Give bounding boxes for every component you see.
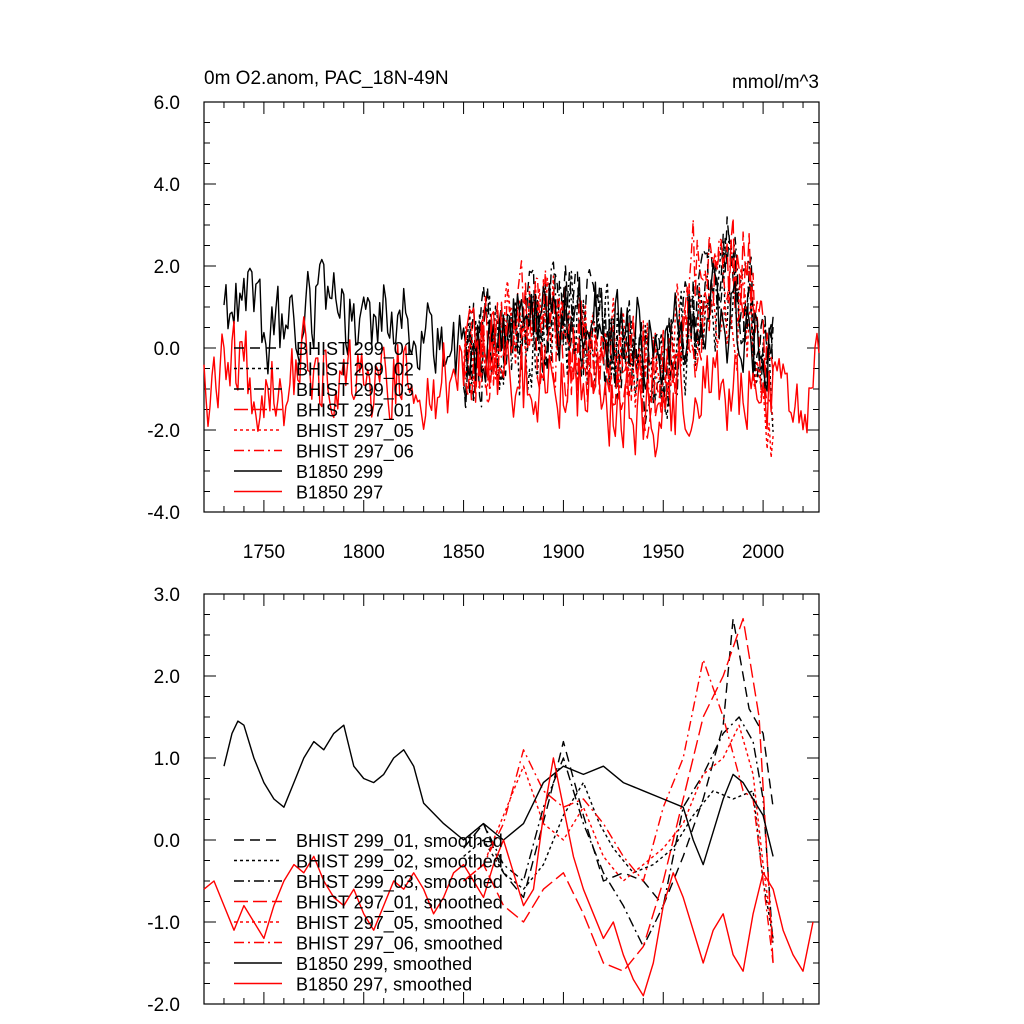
y-tick-label: -2.0 (147, 995, 180, 1016)
series-line (463, 658, 774, 964)
series-line (223, 720, 774, 866)
y-tick-label: 6.0 (154, 93, 180, 114)
x-tick-label: 1950 (642, 542, 684, 563)
series-line (463, 617, 774, 972)
bottom-ticks (204, 593, 819, 1005)
legend-label: B1850 299, smoothed (296, 954, 472, 974)
top-y-tick-labels: 6.0 4.0 2.0 0.0 -2.0 -4.0 (147, 93, 180, 524)
series-line (462, 267, 774, 459)
x-tick-label: 1850 (442, 542, 484, 563)
series-line (223, 258, 774, 392)
x-tick-label: 1750 (243, 542, 285, 563)
legend-label: B1850 297, smoothed (296, 975, 472, 995)
legend-label: BHIST 299_03, smoothed (296, 872, 503, 893)
series-line (203, 307, 820, 458)
y-tick-label: 2.0 (154, 257, 180, 278)
top-units: mmol/m^3 (732, 72, 819, 93)
x-tick-label: 1800 (343, 542, 385, 563)
top-panel: 0m O2.anom, PAC_18N-49N mmol/m^3 6.0 4.0 2… (147, 68, 820, 563)
bottom-y-tick-labels: 3.0 2.0 1.0 0.0 -1.0 -2.0 (147, 585, 180, 1016)
y-tick-label: 4.0 (154, 175, 180, 196)
legend-label: BHIST 297_06, smoothed (296, 934, 503, 955)
series-line (463, 716, 774, 948)
legend-label: BHIST 297_01 (296, 401, 414, 422)
legend-label: B1850 297 (296, 483, 383, 503)
bottom-series (203, 617, 814, 997)
series-line (463, 724, 774, 939)
series-line (462, 216, 774, 414)
legend-label: BHIST 299_02, smoothed (296, 852, 503, 873)
y-tick-label: -1.0 (147, 913, 180, 934)
legend-label: BHIST 297_01, smoothed (296, 893, 503, 914)
top-title: 0m O2.anom, PAC_18N-49N (204, 68, 449, 89)
y-tick-label: 0.0 (154, 339, 180, 360)
top-x-tick-labels: 1750 1800 1850 1900 1950 2000 (243, 542, 784, 563)
y-tick-label: -2.0 (147, 421, 180, 442)
legend-label: BHIST 297_06 (296, 442, 414, 463)
x-tick-label: 2000 (742, 542, 784, 563)
series-line (462, 234, 774, 425)
series-line (463, 781, 774, 939)
series-line (462, 219, 774, 420)
y-tick-label: 2.0 (154, 667, 180, 688)
x-tick-label: 1900 (542, 542, 584, 563)
series-line (463, 617, 774, 907)
top-ticks (204, 101, 819, 513)
top-series (203, 216, 820, 459)
y-tick-label: -4.0 (147, 503, 180, 524)
legend-label: BHIST 299_02 (296, 360, 414, 381)
bottom-panel: 3.0 2.0 1.0 0.0 -1.0 -2.0 BHIST 299_01, smoot… (147, 585, 820, 1016)
legend-label: BHIST 299_01, smoothed (296, 831, 503, 852)
y-tick-label: 3.0 (154, 585, 180, 606)
legend-label: BHIST 297_05 (296, 421, 414, 442)
legend-label: B1850 299 (296, 462, 383, 482)
series-line (203, 757, 814, 997)
y-tick-label: 1.0 (154, 749, 180, 770)
legend-label: BHIST 299_01 (296, 339, 414, 360)
legend-label: BHIST 299_03 (296, 380, 414, 401)
y-tick-label: 0.0 (154, 831, 180, 852)
legend-label: BHIST 297_05, smoothed (296, 913, 503, 934)
